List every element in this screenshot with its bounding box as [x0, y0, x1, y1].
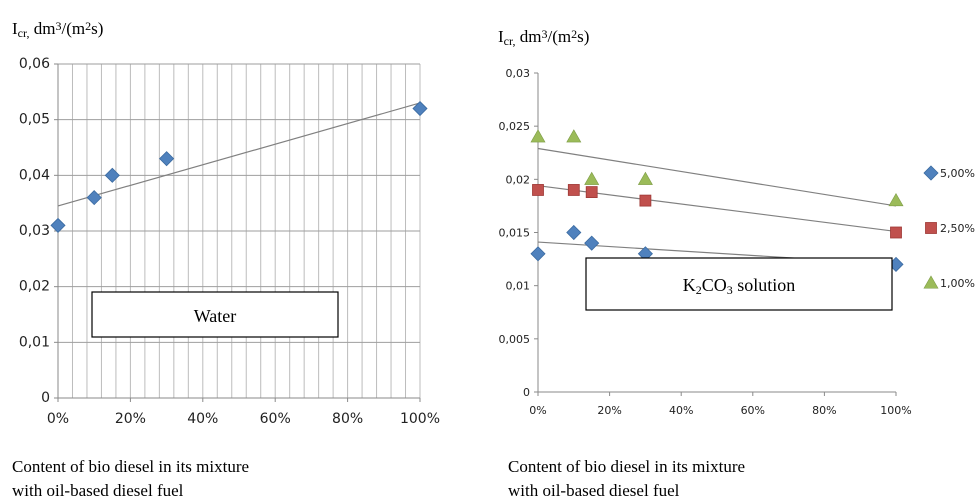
k2co3-chart-data-point: [637, 171, 653, 185]
water-chart: Icr, dm3/(m2s) 0 0,01 0,02 0,03 0,04 0,05 0,06…: [12, 19, 440, 500]
k2co3-chart-trendline-2: [537, 147, 897, 207]
k2co3-legend-marker: [923, 275, 939, 289]
water-chart-label-box: Water: [91, 291, 339, 338]
k2co3-chart-y-tick-label: 0: [523, 386, 530, 399]
water-chart-x-axis-label-line-1: Content of bio diesel in its mixture: [12, 457, 249, 476]
k2co3-chart-data-point: [530, 246, 546, 262]
water-chart-data-point: [412, 100, 428, 117]
k2co3-chart-data-point: [584, 235, 600, 251]
water-chart-trendlines: [57, 102, 421, 207]
water-chart-x-tick-label: 80%: [332, 411, 363, 427]
k2co3-chart-y-tick-label: 0,03: [506, 67, 531, 80]
k2co3-chart-data-point: [890, 226, 902, 239]
k2co3-chart-y-tick-label: 0,025: [499, 120, 531, 133]
water-chart-x-tick-label: 40%: [187, 411, 218, 427]
water-chart-y-tick-label: 0: [41, 390, 50, 406]
k2co3-chart-y-tick-label: 0,015: [499, 227, 531, 240]
k2co3-chart-data-point: [585, 186, 598, 198]
k2co3-chart-x-tick-label: 0%: [529, 404, 546, 417]
k2co3-legend-label: 1,00%: [940, 277, 975, 290]
water-chart-grid: [57, 63, 421, 399]
k2co3-chart-data-point: [567, 184, 580, 196]
k2co3-chart-x-axis-label-line-2: with oil-based diesel fuel: [508, 481, 680, 500]
water-chart-y-tick-label: 0,04: [19, 167, 50, 183]
water-chart-x-tick-label: 100%: [400, 411, 440, 427]
k2co3-legend-item-2: 1,00%: [923, 275, 975, 290]
k2co3-chart-data-point: [566, 224, 582, 241]
water-chart-x-tick-label: 20%: [115, 411, 146, 427]
k2co3-chart-axes: [537, 73, 896, 393]
k2co3-chart-legend: 5,00% 2,50% 1,00%: [923, 165, 975, 290]
k2co3-legend-marker: [923, 165, 939, 181]
k2co3-chart-y-ticks: 0 0,005 0,01 0,015 0,02 0,025 0,03: [499, 67, 538, 399]
k2co3-legend-item-1: 2,50%: [925, 222, 975, 235]
water-chart-x-tick-label: 0%: [47, 411, 69, 427]
water-chart-data-point: [159, 151, 175, 167]
water-chart-label: Water: [194, 306, 237, 326]
k2co3-chart-data-point: [566, 129, 582, 143]
water-chart-y-ticks: 0 0,01 0,02 0,03 0,04 0,05 0,06: [19, 56, 58, 406]
k2co3-chart-data-point: [888, 192, 904, 207]
water-chart-y-tick-label: 0,01: [19, 334, 50, 350]
k2co3-legend-marker: [925, 222, 937, 234]
water-chart-y-tick-label: 0,03: [19, 223, 50, 239]
k2co3-chart-x-axis-label-line-1: Content of bio diesel in its mixture: [508, 457, 745, 476]
k2co3-chart-trendline-1: [537, 185, 897, 233]
k2co3-chart: Icr, dm3/(m2s) 00,0050,010,0150,020,0250…: [498, 27, 975, 500]
k2co3-chart-data-point: [532, 184, 544, 196]
water-chart-x-tick-label: 60%: [260, 411, 291, 427]
k2co3-chart-x-tick-label: 100%: [880, 404, 911, 417]
k2co3-chart-x-tick-label: 40%: [669, 404, 693, 417]
k2co3-chart-label-box: K2CO3 solution: [585, 257, 893, 311]
k2co3-chart-x-tick-label: 80%: [812, 404, 836, 417]
water-chart-data-point: [104, 167, 120, 183]
k2co3-chart-points: [530, 129, 904, 272]
k2co3-chart-x-ticks: 0% 20% 40% 60% 80% 100%: [529, 392, 912, 417]
k2co3-chart-y-axis-label: Icr, dm3/(m2s): [498, 27, 589, 48]
water-chart-trendline-0: [57, 102, 421, 207]
water-chart-data-point: [86, 190, 102, 206]
water-chart-x-ticks: 0% 20% 40% 60% 80% 100%: [47, 398, 440, 427]
water-chart-x-axis-label-line-2: with oil-based diesel fuel: [12, 481, 184, 500]
k2co3-chart-x-tick-label: 60%: [741, 404, 765, 417]
k2co3-chart-label: K2CO3 solution: [683, 275, 796, 297]
k2co3-chart-y-tick-label: 0,01: [506, 280, 531, 293]
water-chart-points: [50, 100, 428, 233]
k2co3-chart-x-tick-label: 20%: [597, 404, 621, 417]
water-chart-data-point: [50, 217, 66, 233]
water-chart-y-tick-label: 0,06: [19, 56, 50, 72]
water-chart-y-tick-label: 0,05: [19, 112, 50, 128]
k2co3-legend-item-0: 5,00%: [923, 165, 975, 181]
k2co3-chart-data-point: [639, 194, 652, 207]
k2co3-chart-data-point: [584, 171, 600, 185]
k2co3-chart-data-point: [530, 129, 546, 143]
k2co3-legend-label: 5,00%: [940, 167, 975, 180]
k2co3-chart-y-tick-label: 0,02: [506, 173, 531, 186]
water-chart-y-tick-label: 0,02: [19, 279, 50, 295]
water-chart-y-axis-label: Icr, dm3/(m2s): [12, 19, 103, 40]
k2co3-chart-y-tick-label: 0,005: [499, 333, 531, 346]
k2co3-legend-label: 2,50%: [940, 222, 975, 235]
